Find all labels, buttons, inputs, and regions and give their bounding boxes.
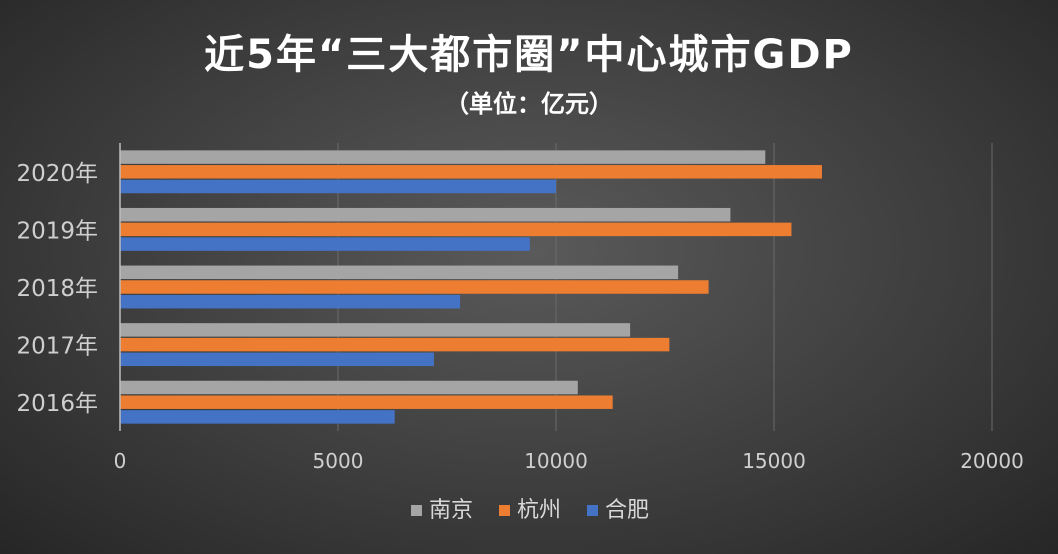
y-tick-label: 2016年 [16,391,98,417]
bar-杭州-2016年 [120,395,613,409]
legend-swatch-合肥 [587,505,598,516]
legend-label: 杭州 [517,498,561,523]
bar-合肥-2016年 [120,410,395,424]
bar-南京-2020年 [120,150,766,164]
bar-南京-2019年 [120,207,731,222]
x-axis: 0 5000 10000 15000 20000 [114,449,1024,473]
bar-南京-2018年 [120,265,679,280]
y-tick-label: 2018年 [16,276,98,302]
legend: 南京 杭州 合肥 [411,498,649,523]
chart-subtitle: （单位：亿元） [445,90,613,118]
bar-南京-2017年 [120,323,631,337]
x-tick-label: 15000 [742,449,806,473]
x-tick-label: 20000 [960,449,1024,473]
chart-title: 近5年“三大都市圈”中心城市GDP [204,32,854,78]
bar-合肥-2018年 [120,294,461,309]
bar-合肥-2019年 [120,237,530,251]
bars [120,150,822,424]
bar-南京-2016年 [120,380,578,395]
y-tick-label: 2020年 [16,161,98,187]
y-tick-label: 2019年 [16,218,98,244]
bar-杭州-2019年 [120,222,792,237]
x-tick-label: 10000 [524,449,588,473]
legend-swatch-杭州 [499,505,510,516]
bar-杭州-2017年 [120,337,670,352]
x-tick-label: 5000 [313,449,364,473]
legend-label: 合肥 [605,498,649,523]
legend-swatch-南京 [411,505,422,516]
bar-杭州-2018年 [120,280,709,294]
y-axis: 2016年 2017年 2018年 2019年 2020年 [16,143,121,431]
x-tick-label: 0 [114,449,127,473]
bar-杭州-2020年 [120,165,822,179]
y-tick-label: 2017年 [16,334,98,360]
legend-label: 南京 [429,498,473,523]
bar-合肥-2020年 [120,179,556,194]
bar-合肥-2017年 [120,352,434,367]
